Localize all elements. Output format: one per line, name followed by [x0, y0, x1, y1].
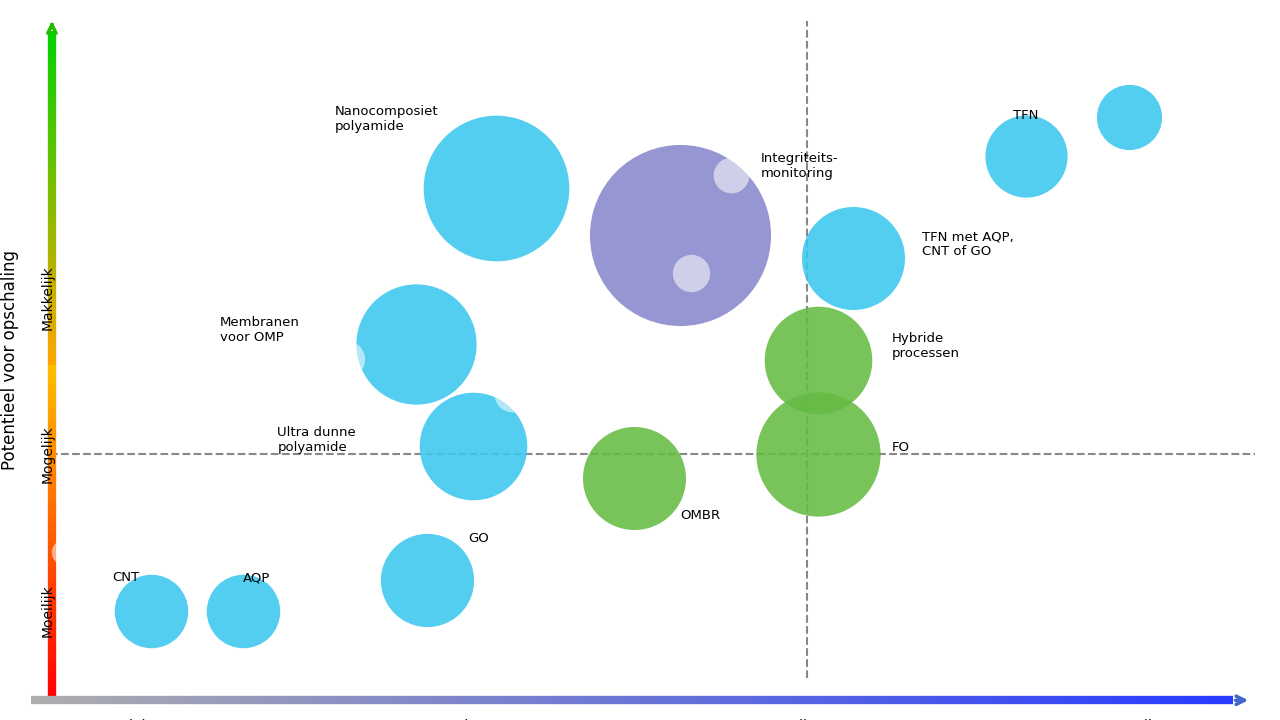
Point [1015, 150, 1036, 162]
Text: Nanocomposiet
polyamide: Nanocomposiet polyamide [335, 104, 439, 132]
Point [808, 449, 828, 460]
Point [918, 84, 938, 96]
Point [335, 354, 356, 365]
Point [463, 441, 484, 452]
Text: Ultra dunne
polyamide: Ultra dunne polyamide [278, 426, 356, 454]
Point [233, 605, 253, 616]
Point [417, 574, 438, 585]
Text: Miniatuur: Miniatuur [118, 719, 184, 720]
Point [406, 338, 426, 350]
Point [625, 472, 645, 483]
Text: Mogelijk: Mogelijk [41, 426, 55, 483]
Text: Potentieel voor opschaling: Potentieel voor opschaling [1, 250, 19, 470]
Point [1042, 58, 1062, 70]
Point [306, 498, 326, 510]
Point [808, 354, 828, 366]
Text: Makkelijk: Makkelijk [41, 265, 55, 330]
Text: GO: GO [468, 532, 489, 545]
Point [54, 546, 74, 557]
Point [456, 83, 476, 94]
Point [486, 181, 507, 193]
Text: Lab: Lab [449, 719, 475, 720]
Text: TFN: TFN [1012, 109, 1038, 122]
Point [262, 241, 283, 253]
Point [502, 389, 522, 400]
Text: Pilot: Pilot [792, 719, 822, 720]
Text: Integriteits-
monitoring: Integriteits- monitoring [760, 152, 838, 180]
Text: Membranen
voor OMP: Membranen voor OMP [220, 316, 300, 344]
Text: TFN met AQP,
CNT of GO: TFN met AQP, CNT of GO [922, 230, 1014, 258]
Point [681, 267, 701, 279]
Text: Moeilijk: Moeilijk [41, 585, 55, 637]
Text: AQP: AQP [243, 571, 270, 584]
Point [141, 605, 161, 616]
Text: Hybride
processen: Hybride processen [892, 332, 960, 360]
Text: CNT: CNT [113, 571, 140, 584]
Point [842, 252, 863, 264]
Point [660, 348, 681, 359]
Point [721, 169, 741, 181]
Point [314, 64, 334, 76]
Point [1119, 111, 1139, 122]
Text: FO: FO [892, 441, 910, 454]
Point [146, 546, 166, 557]
Point [669, 229, 690, 240]
Text: OMBR: OMBR [680, 508, 721, 521]
Text: Full: Full [1129, 719, 1152, 720]
